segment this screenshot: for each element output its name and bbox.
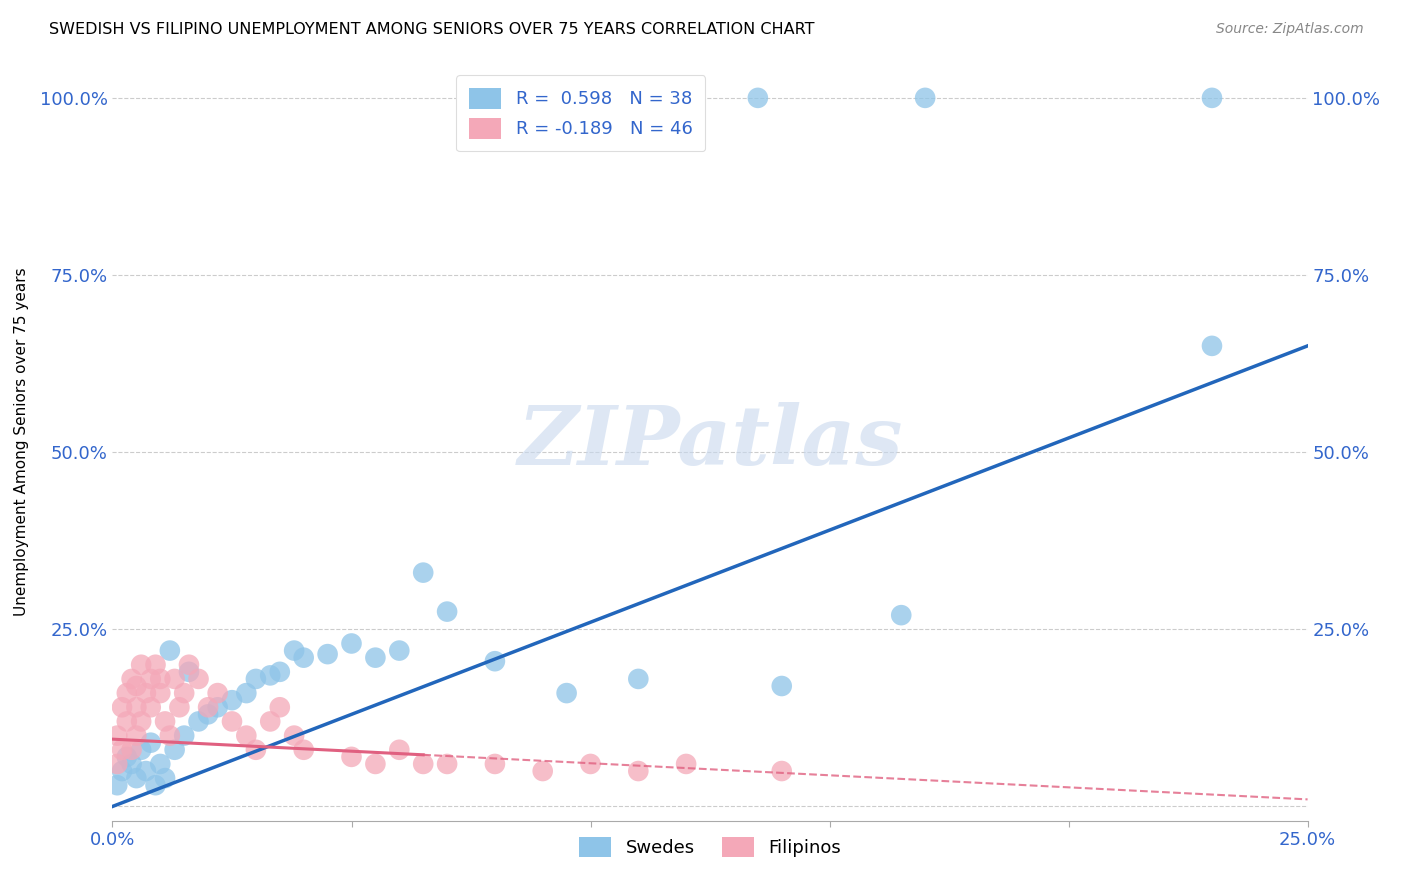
Text: Source: ZipAtlas.com: Source: ZipAtlas.com bbox=[1216, 22, 1364, 37]
Point bbox=[135, 764, 157, 778]
Point bbox=[770, 679, 793, 693]
Point bbox=[675, 756, 697, 771]
Point bbox=[139, 672, 162, 686]
Point bbox=[121, 743, 143, 757]
Point bbox=[259, 714, 281, 729]
Point bbox=[207, 700, 229, 714]
Point bbox=[283, 729, 305, 743]
Point bbox=[187, 714, 209, 729]
Point bbox=[269, 700, 291, 714]
Point bbox=[197, 700, 219, 714]
Point bbox=[105, 778, 128, 792]
Point bbox=[169, 700, 191, 714]
Point bbox=[364, 650, 387, 665]
Point bbox=[139, 736, 162, 750]
Text: ZIPatlas: ZIPatlas bbox=[517, 401, 903, 482]
Point bbox=[627, 672, 650, 686]
Point bbox=[292, 650, 315, 665]
Point bbox=[153, 714, 176, 729]
Point bbox=[129, 743, 152, 757]
Point bbox=[125, 771, 148, 785]
Point bbox=[388, 643, 411, 657]
Point bbox=[159, 729, 181, 743]
Point bbox=[163, 743, 186, 757]
Point bbox=[145, 657, 167, 672]
Point bbox=[153, 771, 176, 785]
Point bbox=[235, 686, 257, 700]
Point bbox=[121, 672, 143, 686]
Point bbox=[412, 566, 434, 580]
Point bbox=[173, 686, 195, 700]
Point bbox=[221, 714, 243, 729]
Point bbox=[111, 743, 134, 757]
Point bbox=[115, 750, 138, 764]
Point bbox=[364, 756, 387, 771]
Point bbox=[283, 643, 305, 657]
Legend: Swedes, Filipinos: Swedes, Filipinos bbox=[571, 830, 849, 864]
Point bbox=[221, 693, 243, 707]
Point bbox=[269, 665, 291, 679]
Point bbox=[531, 764, 554, 778]
Point bbox=[129, 714, 152, 729]
Point bbox=[388, 743, 411, 757]
Point bbox=[1201, 339, 1223, 353]
Point bbox=[340, 750, 363, 764]
Point bbox=[115, 686, 138, 700]
Point bbox=[207, 686, 229, 700]
Point bbox=[292, 743, 315, 757]
Point bbox=[436, 756, 458, 771]
Point bbox=[627, 764, 650, 778]
Point bbox=[412, 756, 434, 771]
Point bbox=[173, 729, 195, 743]
Point bbox=[149, 686, 172, 700]
Point bbox=[340, 636, 363, 650]
Point bbox=[177, 665, 200, 679]
Point bbox=[245, 672, 267, 686]
Point bbox=[259, 668, 281, 682]
Point bbox=[163, 672, 186, 686]
Point bbox=[747, 91, 769, 105]
Point bbox=[149, 756, 172, 771]
Point bbox=[177, 657, 200, 672]
Point bbox=[145, 778, 167, 792]
Point bbox=[770, 764, 793, 778]
Point bbox=[115, 714, 138, 729]
Point bbox=[197, 707, 219, 722]
Point bbox=[484, 654, 506, 668]
Text: SWEDISH VS FILIPINO UNEMPLOYMENT AMONG SENIORS OVER 75 YEARS CORRELATION CHART: SWEDISH VS FILIPINO UNEMPLOYMENT AMONG S… bbox=[49, 22, 814, 37]
Point bbox=[436, 605, 458, 619]
Point bbox=[1201, 91, 1223, 105]
Point bbox=[135, 686, 157, 700]
Point bbox=[111, 700, 134, 714]
Point bbox=[139, 700, 162, 714]
Point bbox=[129, 657, 152, 672]
Point bbox=[555, 686, 578, 700]
Point bbox=[149, 672, 172, 686]
Point bbox=[235, 729, 257, 743]
Point bbox=[125, 729, 148, 743]
Point bbox=[316, 647, 339, 661]
Point bbox=[125, 700, 148, 714]
Point bbox=[245, 743, 267, 757]
Point bbox=[159, 643, 181, 657]
Point bbox=[105, 729, 128, 743]
Y-axis label: Unemployment Among Seniors over 75 years: Unemployment Among Seniors over 75 years bbox=[14, 268, 28, 615]
Point bbox=[187, 672, 209, 686]
Point bbox=[125, 679, 148, 693]
Point bbox=[105, 756, 128, 771]
Point bbox=[484, 756, 506, 771]
Point bbox=[579, 756, 602, 771]
Point bbox=[890, 608, 912, 623]
Point bbox=[914, 91, 936, 105]
Point bbox=[111, 764, 134, 778]
Point bbox=[121, 756, 143, 771]
